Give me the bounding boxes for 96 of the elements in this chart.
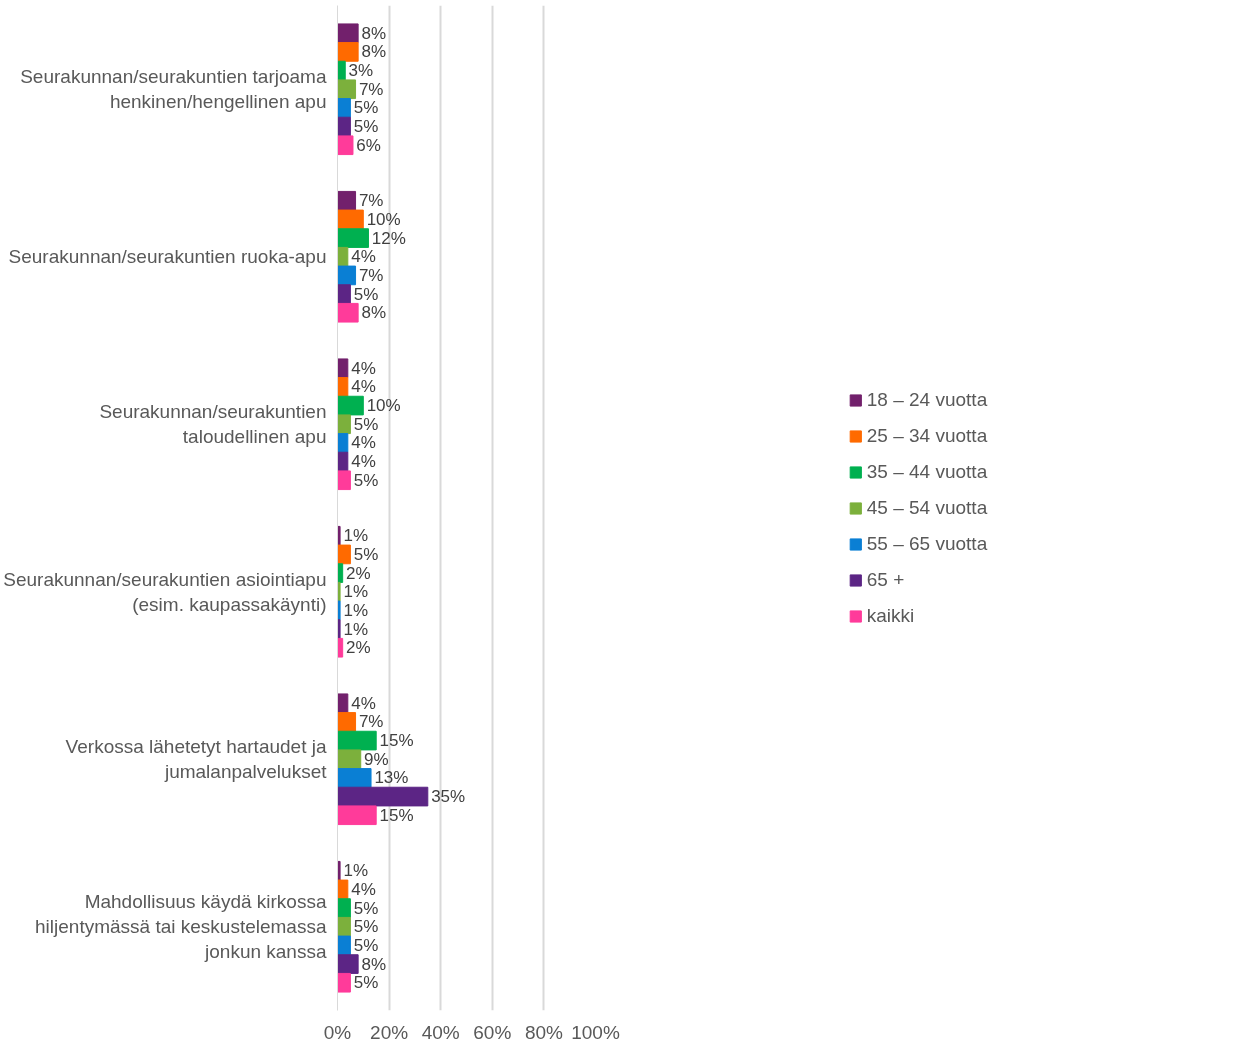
bar: [337, 619, 341, 639]
data-label: 7%: [358, 712, 384, 732]
bar: [337, 786, 429, 807]
data-label: 2%: [346, 638, 371, 658]
data-label: 3%: [348, 61, 374, 81]
data-label: 5%: [353, 544, 379, 564]
data-label: 9%: [364, 749, 389, 769]
data-label: 1%: [343, 600, 369, 620]
bar: [337, 749, 362, 770]
data-label: 5%: [353, 935, 379, 955]
bar: [337, 730, 377, 751]
x-tick-label: 0%: [323, 1021, 352, 1043]
bar: [337, 600, 341, 621]
y-tick-label: Seurakunnan/seurakuntien tarjoama henkinen/hengellinen apu: [20, 66, 327, 113]
bar: [337, 898, 351, 918]
x-tick-label: 40%: [421, 1021, 460, 1043]
data-label: 1%: [343, 526, 369, 546]
data-label: 7%: [358, 265, 384, 285]
data-label: 12%: [371, 228, 406, 248]
legend-label: 18 – 24 vuotta: [866, 388, 988, 411]
data-label: 4%: [351, 377, 376, 397]
y-tick-label: Seurakunnan/seurakuntien ruoka-apu: [8, 246, 327, 268]
data-label: 1%: [343, 619, 369, 639]
data-label: 8%: [361, 23, 387, 43]
data-label: 7%: [358, 191, 384, 211]
bar: [337, 265, 357, 286]
bar: [337, 693, 349, 714]
bar: [337, 79, 357, 100]
data-label: 5%: [353, 470, 379, 490]
bar: [337, 98, 351, 118]
data-label: 5%: [353, 98, 379, 118]
bar: [337, 135, 354, 156]
data-label: 8%: [361, 303, 387, 323]
data-label: 8%: [361, 42, 387, 62]
bar: [337, 768, 372, 788]
y-tick-label: Verkossa lähetetyt hartaudet ja jumalanpalvelukset: [65, 736, 328, 783]
x-tick-label: 20%: [370, 1021, 409, 1043]
y-tick-label: Mahdollisuus käydä kirkossa hiljentymässä tai keskustelemassa jonkun kanssa: [35, 891, 327, 963]
data-label: 2%: [346, 563, 371, 583]
legend-label: 65 +: [866, 568, 905, 591]
data-label: 4%: [351, 452, 376, 472]
data-label: 10%: [366, 209, 401, 229]
bar: [337, 209, 364, 230]
legend-label: 55 – 65 vuotta: [866, 532, 988, 555]
data-label: 4%: [351, 433, 376, 453]
legend-label: 25 – 34 vuotta: [866, 424, 988, 447]
bar: [337, 712, 357, 732]
data-label: 15%: [379, 731, 414, 751]
data-label: 7%: [358, 79, 384, 99]
data-label: 5%: [353, 898, 379, 918]
x-tick-label: 60%: [473, 1021, 512, 1043]
data-label: 8%: [361, 954, 387, 974]
data-label: 15%: [379, 805, 414, 825]
data-label: 10%: [366, 396, 401, 416]
data-label: 4%: [351, 358, 376, 378]
bar: [337, 805, 377, 826]
bar: [337, 637, 344, 658]
bar: [337, 879, 349, 900]
data-label: 5%: [353, 117, 379, 137]
bar: [337, 395, 364, 416]
data-label: 4%: [351, 879, 376, 899]
bar: [337, 284, 351, 304]
data-label: 35%: [431, 787, 466, 807]
y-tick-label: Seurakunnan/seurakuntien asiointiapu (esim. kaupassakäynti): [3, 568, 327, 615]
bar: [337, 954, 359, 974]
data-label: 5%: [353, 917, 379, 937]
bar: [337, 302, 359, 323]
bar: [337, 433, 349, 453]
data-label: 5%: [353, 284, 379, 304]
bar: [337, 860, 341, 881]
bar: [337, 470, 351, 491]
data-label: 6%: [356, 135, 381, 155]
bar: [337, 23, 359, 44]
bar: [337, 935, 351, 956]
bar: [337, 525, 341, 546]
data-label: 1%: [343, 861, 369, 881]
data-label: 4%: [351, 693, 376, 713]
x-tick-label: 100%: [571, 1021, 620, 1043]
data-label: 5%: [353, 414, 379, 434]
legend-label: 45 – 54 vuotta: [866, 496, 988, 519]
bar: [337, 358, 349, 379]
data-label: 1%: [343, 582, 369, 602]
bar: [337, 42, 359, 62]
legend-label: kaikki: [866, 604, 915, 627]
x-tick-label: 80%: [524, 1021, 564, 1043]
bar: [337, 414, 351, 435]
bar: [337, 228, 369, 248]
data-label: 5%: [353, 973, 379, 993]
bar: [337, 377, 349, 397]
bar: [337, 972, 351, 993]
y-tick-label: Seurakunnan/seurakuntien taloudellinen apu: [99, 401, 327, 448]
legend-label: 35 – 44 vuotta: [866, 460, 988, 483]
bar: [337, 544, 351, 565]
data-label: 13%: [374, 768, 409, 788]
data-label: 4%: [351, 247, 376, 267]
bar: [337, 581, 341, 602]
